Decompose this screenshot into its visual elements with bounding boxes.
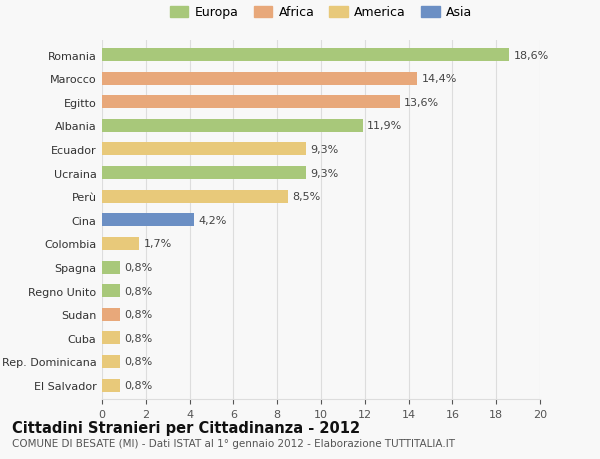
Bar bbox=[102, 355, 119, 368]
Bar bbox=[102, 214, 194, 227]
Text: 13,6%: 13,6% bbox=[404, 98, 439, 107]
Text: Cittadini Stranieri per Cittadinanza - 2012: Cittadini Stranieri per Cittadinanza - 2… bbox=[12, 420, 360, 435]
Legend: Europa, Africa, America, Asia: Europa, Africa, America, Asia bbox=[170, 6, 472, 19]
Text: 9,3%: 9,3% bbox=[310, 168, 338, 178]
Text: 0,8%: 0,8% bbox=[124, 286, 152, 296]
Text: 0,8%: 0,8% bbox=[124, 263, 152, 273]
Bar bbox=[102, 49, 509, 62]
Bar bbox=[102, 308, 119, 321]
Bar bbox=[102, 190, 288, 203]
Text: 0,8%: 0,8% bbox=[124, 380, 152, 390]
Bar bbox=[102, 261, 119, 274]
Text: 18,6%: 18,6% bbox=[514, 50, 549, 61]
Text: 9,3%: 9,3% bbox=[310, 145, 338, 155]
Bar bbox=[102, 96, 400, 109]
Bar bbox=[102, 120, 362, 133]
Text: 14,4%: 14,4% bbox=[422, 74, 457, 84]
Bar bbox=[102, 285, 119, 297]
Bar bbox=[102, 167, 305, 179]
Bar bbox=[102, 237, 139, 250]
Text: 11,9%: 11,9% bbox=[367, 121, 402, 131]
Bar bbox=[102, 331, 119, 345]
Text: 8,5%: 8,5% bbox=[293, 192, 321, 202]
Text: 0,8%: 0,8% bbox=[124, 357, 152, 367]
Bar bbox=[102, 143, 305, 156]
Text: 1,7%: 1,7% bbox=[143, 239, 172, 249]
Text: COMUNE DI BESATE (MI) - Dati ISTAT al 1° gennaio 2012 - Elaborazione TUTTITALIA.: COMUNE DI BESATE (MI) - Dati ISTAT al 1°… bbox=[12, 438, 455, 448]
Bar bbox=[102, 379, 119, 392]
Text: 0,8%: 0,8% bbox=[124, 333, 152, 343]
Text: 4,2%: 4,2% bbox=[199, 215, 227, 225]
Bar bbox=[102, 73, 418, 85]
Text: 0,8%: 0,8% bbox=[124, 309, 152, 319]
